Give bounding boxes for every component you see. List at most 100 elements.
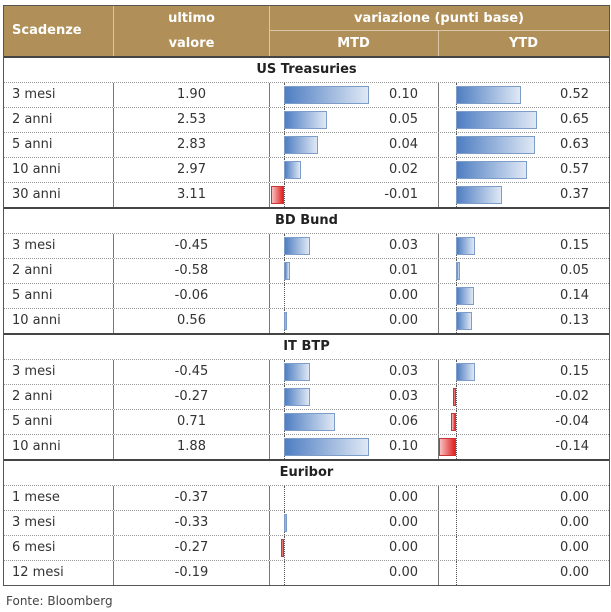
- last-value: -0.19: [114, 561, 270, 585]
- ytd-bar: [438, 438, 456, 456]
- mtd-bar: [284, 438, 369, 456]
- section-header: US Treasuries: [4, 56, 609, 82]
- maturity-label: 1 mese: [4, 486, 114, 510]
- ytd-cell-value: 0.00: [560, 565, 589, 580]
- last-value: -0.37: [114, 486, 270, 510]
- mtd-cell: 0.00: [269, 486, 439, 510]
- ytd-cell: 0.65: [438, 108, 609, 132]
- ytd-cell-value: -0.04: [555, 414, 589, 429]
- table-row: 3 mesi -0.33 0.00 0.00: [4, 510, 609, 535]
- ytd-bar: [451, 413, 456, 431]
- ytd-cell-value: 0.15: [560, 364, 589, 379]
- ytd-bar: [456, 186, 503, 204]
- mtd-cell-value: 0.02: [389, 162, 418, 177]
- maturity-label: 2 anni: [4, 259, 114, 283]
- ytd-cell-value: 0.05: [560, 263, 589, 278]
- ytd-bar: [456, 287, 474, 305]
- mtd-bar: [284, 388, 310, 406]
- maturity-label: 2 anni: [4, 385, 114, 409]
- mtd-cell: 0.05: [269, 108, 439, 132]
- mtd-cell-value: 0.00: [389, 515, 418, 530]
- mtd-cell-value: 0.10: [389, 439, 418, 454]
- last-value: -0.58: [114, 259, 270, 283]
- source-note: Fonte: Bloomberg: [6, 594, 113, 608]
- header-ytd: YTD: [508, 36, 539, 51]
- yield-table: Scadenze ultimo valore variazione (punti…: [3, 5, 610, 586]
- ytd-bar: [456, 312, 473, 330]
- mtd-cell-value: 0.06: [389, 414, 418, 429]
- maturity-label: 6 mesi: [4, 536, 114, 560]
- ytd-cell: 0.57: [438, 158, 609, 182]
- table-row: 30 anni 3.11 -0.01 0.37: [4, 182, 609, 207]
- ytd-cell: 0.00: [438, 561, 609, 585]
- table-row: 3 mesi 1.90 0.10 0.52: [4, 82, 609, 107]
- mtd-cell: 0.00: [269, 284, 439, 308]
- ytd-cell: -0.14: [438, 435, 609, 459]
- table-row: 5 anni 0.71 0.06 -0.04: [4, 409, 609, 434]
- mtd-cell: 0.02: [269, 158, 439, 182]
- table-row: 10 anni 1.88 0.10 -0.14: [4, 434, 609, 459]
- section-header: Euribor: [4, 459, 609, 485]
- last-value: 3.11: [114, 183, 270, 207]
- last-value: 1.88: [114, 435, 270, 459]
- last-value: -0.33: [114, 511, 270, 535]
- table-row: 5 anni -0.06 0.00 0.14: [4, 283, 609, 308]
- mtd-cell: 0.03: [269, 360, 439, 384]
- mtd-cell: 0.00: [269, 536, 439, 560]
- ytd-bar: [456, 111, 538, 129]
- mtd-cell-value: 0.00: [389, 490, 418, 505]
- mtd-bar: [284, 312, 287, 330]
- mtd-cell-value: 0.03: [389, 364, 418, 379]
- header-mtd: MTD: [269, 31, 439, 56]
- ytd-cell: 0.63: [438, 133, 609, 157]
- mtd-cell-value: 0.03: [389, 389, 418, 404]
- zero-axis: [456, 385, 457, 409]
- maturity-label: 10 anni: [4, 158, 114, 182]
- ytd-cell-value: 0.15: [560, 238, 589, 253]
- last-value: -0.06: [114, 284, 270, 308]
- table-row: 3 mesi -0.45 0.03 0.15: [4, 359, 609, 384]
- mtd-bar: [281, 539, 284, 557]
- zero-axis: [284, 536, 285, 560]
- zero-axis: [456, 486, 457, 510]
- ytd-bar: [456, 136, 535, 154]
- mtd-cell: 0.04: [269, 133, 439, 157]
- last-value: 2.97: [114, 158, 270, 182]
- ytd-cell-value: 0.00: [560, 515, 589, 530]
- table-body: US Treasuries 3 mesi 1.90 0.10 0.52 2 anni 2.5…: [4, 56, 609, 585]
- zero-axis: [456, 435, 457, 459]
- table-row: 2 anni 2.53 0.05 0.65: [4, 107, 609, 132]
- table-row: 10 anni 0.56 0.00 0.13: [4, 308, 609, 333]
- mtd-cell-value: 0.04: [389, 137, 418, 152]
- mtd-cell-value: 0.10: [389, 87, 418, 102]
- mtd-cell: 0.00: [269, 561, 439, 585]
- mtd-cell-value: 0.00: [389, 565, 418, 580]
- ytd-cell-value: 0.14: [560, 288, 589, 303]
- mtd-cell: 0.06: [269, 410, 439, 434]
- mtd-bar: [284, 262, 290, 280]
- last-value: 1.90: [114, 83, 270, 107]
- maturity-label: 30 anni: [4, 183, 114, 207]
- last-value: 0.56: [114, 309, 270, 333]
- last-value: -0.27: [114, 536, 270, 560]
- mtd-cell: 0.00: [269, 309, 439, 333]
- ytd-cell-value: 0.63: [560, 137, 589, 152]
- last-value: -0.27: [114, 385, 270, 409]
- mtd-bar: [284, 111, 327, 129]
- mtd-bar: [284, 136, 318, 154]
- ytd-cell-value: 0.00: [560, 490, 589, 505]
- maturity-label: 5 anni: [4, 133, 114, 157]
- ytd-bar: [456, 86, 521, 104]
- ytd-cell: 0.15: [438, 360, 609, 384]
- zero-axis: [456, 410, 457, 434]
- maturity-label: 3 mesi: [4, 83, 114, 107]
- mtd-cell-value: 0.00: [389, 313, 418, 328]
- mtd-bar: [284, 161, 301, 179]
- mtd-bar: [284, 363, 310, 381]
- mtd-cell: 0.00: [269, 511, 439, 535]
- mtd-bar: [284, 237, 310, 255]
- ytd-cell: 0.00: [438, 486, 609, 510]
- table-row: 2 anni -0.58 0.01 0.05: [4, 258, 609, 283]
- ytd-cell: 0.00: [438, 536, 609, 560]
- mtd-cell: 0.01: [269, 259, 439, 283]
